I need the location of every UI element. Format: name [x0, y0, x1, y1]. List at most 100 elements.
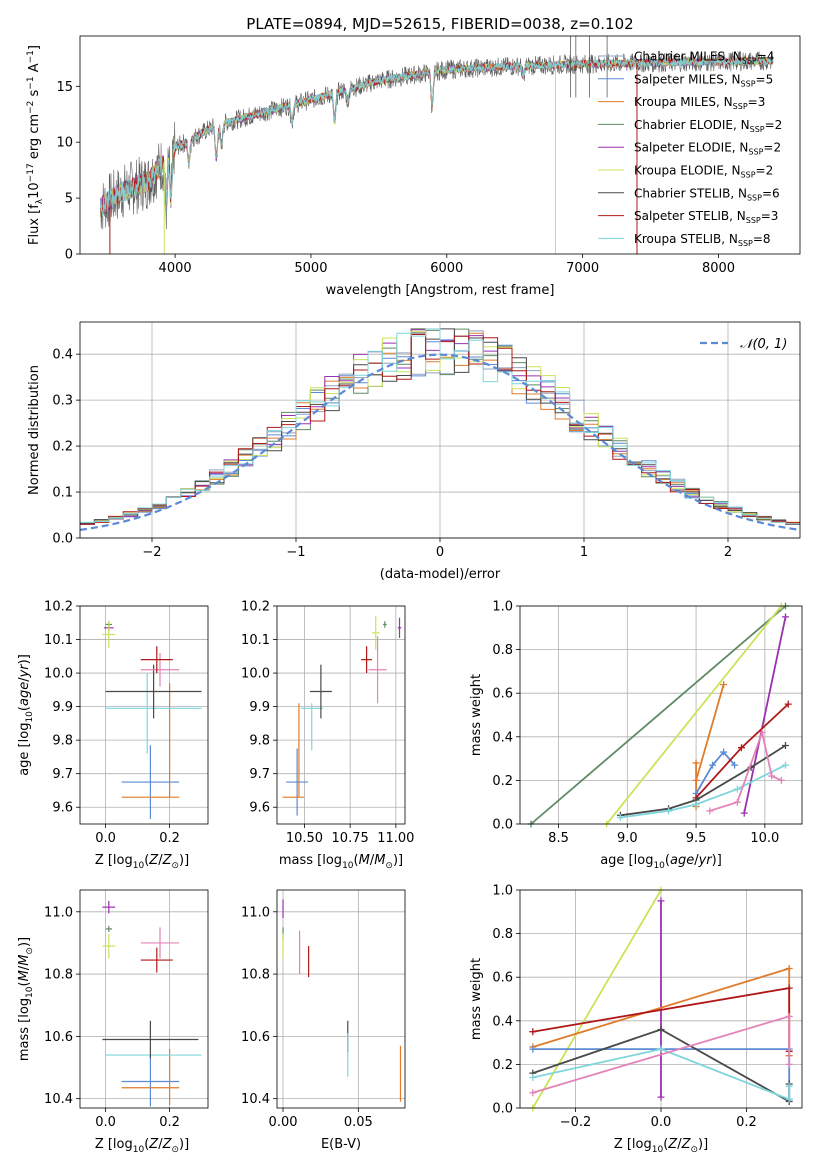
weight-vs-age-frame [519, 605, 803, 825]
y-tick-label: 9.8 [52, 734, 73, 749]
weight-marker-2-1 [781, 613, 789, 621]
x-tick-label: 11.00 [377, 831, 414, 846]
mass-vs-ebv-panel: 0.00 0.05 10.4 10.6 10.8 11.0 E(B-V) [241, 889, 406, 1152]
weight-marker-7-4 [781, 761, 789, 769]
weight-vs-z-xlabel: Z [log10(Z/Z⊙)] [614, 1137, 708, 1155]
y-tick-label: 0.0 [492, 818, 513, 833]
y-tick-label: 9.6 [249, 801, 270, 816]
mass-vs-z-panel: 0.0 0.2 10.4 10.6 10.8 11.0 Z [log10(Z/Z⊙)] m… [17, 889, 209, 1155]
y-tick-label: 5 [65, 192, 73, 207]
y-tick-label: 0.8 [492, 643, 513, 658]
x-tick-label: −1 [286, 545, 305, 560]
weight-marker-6-1 [657, 1045, 665, 1053]
legend-label-5: Kroupa ELODIE, NSSP=2 [634, 164, 773, 180]
weight-marker-6-2 [785, 1095, 793, 1103]
x-tick-label: 0.00 [269, 1115, 298, 1130]
weight-marker-3-0 [692, 759, 700, 767]
errorbar-points [282, 899, 402, 1102]
weight-vs-z-ylabel: mass weight [469, 958, 484, 1040]
weight-vs-age-ylabel: mass weight [469, 674, 484, 756]
ticks: 0.00 0.05 10.4 10.6 10.8 11.0 [241, 905, 373, 1130]
y-tick-label: 9.8 [249, 734, 270, 749]
weight-marker-8-4 [777, 776, 785, 784]
weight-line-4 [695, 750, 736, 794]
spectrum-lines [100, 36, 774, 254]
y-tick-label: 0.8 [492, 927, 513, 942]
weight-vs-age-panel: 8.5 9.0 9.5 10.0 0.0 0.2 0.4 0.6 0.8 1.0 age [log… [469, 600, 803, 871]
x-tick-label: 10.50 [286, 831, 323, 846]
x-tick-label: 0.0 [651, 1115, 672, 1130]
x-tick-label: 5000 [294, 261, 327, 276]
x-tick-label: 1 [580, 545, 588, 560]
x-tick-label: 6000 [430, 261, 463, 276]
weight-marker-7-2 [785, 1060, 793, 1068]
y-tick-label: 15 [56, 80, 73, 95]
x-tick-label: 0.0 [95, 1115, 116, 1130]
legend-label-6: Chabrier STELIB, NSSP=6 [634, 186, 780, 202]
residual-xlabel: (data-model)/error [380, 567, 501, 582]
weight-line-0 [532, 889, 662, 1109]
y-tick-label: 0 [65, 248, 73, 263]
y-tick-label: 10.6 [241, 1030, 270, 1045]
weight-marker-7-1 [785, 1012, 793, 1020]
legend-label-1: Salpeter MILES, NSSP=5 [634, 72, 773, 88]
weight-marker-3-0 [529, 1028, 537, 1036]
weight-marker-8-2 [758, 728, 766, 736]
x-tick-label: 10.0 [750, 831, 779, 846]
legend-label-3: Chabrier ELODIE, NSSP=2 [634, 118, 782, 134]
mass-vs-z-xlabel: Z [log10(Z/Z⊙)] [95, 1137, 189, 1155]
weight-marker-4-0 [529, 1045, 537, 1053]
y-tick-label: 9.6 [52, 801, 73, 816]
weight-marker-8-1 [733, 798, 741, 806]
weight-marker-4-3 [731, 761, 739, 769]
errorbar-points [102, 900, 202, 1107]
spectrum-series-8 [100, 56, 774, 217]
weight-marker-4-1 [709, 761, 717, 769]
x-tick-label: 0.2 [159, 1115, 180, 1130]
ticks: −0.2 0.0 0.2 0.0 0.2 0.4 0.6 0.8 1.0 [492, 884, 756, 1131]
weight-marker-7-0 [529, 1089, 537, 1097]
weight-marker-7-3 [733, 785, 741, 793]
y-tick-label: 10.4 [241, 1092, 270, 1107]
ticks: 8.5 9.0 9.5 10.0 0.0 0.2 0.4 0.6 0.8 1.0 [492, 600, 779, 847]
y-tick-label: 10.8 [44, 968, 73, 983]
age-vs-z-ylabel: age [log10(age/yr)] [17, 654, 35, 776]
weight-marker-8-3 [768, 772, 776, 780]
weight-line-1 [605, 605, 783, 825]
weight-marker-6-0 [529, 1073, 537, 1081]
x-tick-label: 4000 [159, 261, 192, 276]
y-tick-label: 10.6 [44, 1030, 73, 1045]
residual-legend: 𝒩(0, 1) [700, 337, 787, 352]
x-tick-label: 0.2 [736, 1115, 757, 1130]
weight-marker-5-1 [737, 744, 745, 752]
x-tick-label: 9.0 [617, 831, 638, 846]
ticks: 0.0 0.2 9.6 9.7 9.8 9.9 10.0 10.1 10.2 [44, 600, 180, 847]
y-tick-label: 10.1 [44, 633, 73, 648]
weight-line-2 [743, 616, 787, 814]
weight-marker-1-0 [657, 1093, 665, 1101]
y-tick-label: 9.9 [249, 700, 270, 715]
x-tick-label: 10.75 [332, 831, 369, 846]
weight-marker-3-1 [785, 984, 793, 992]
y-tick-label: 11.0 [241, 905, 270, 920]
weight-marker-6-4 [781, 742, 789, 750]
x-tick-label: −0.2 [560, 1115, 592, 1130]
y-tick-label: 0.1 [52, 486, 73, 501]
residual-ylabel: Normed distribution [27, 365, 42, 495]
y-tick-label: 10.0 [44, 667, 73, 682]
errorbar-points [282, 616, 402, 816]
mass-vs-z-frame [79, 889, 209, 1109]
y-tick-label: 0.2 [492, 1058, 513, 1073]
y-tick-label: 10.4 [44, 1092, 73, 1107]
y-tick-label: 1.0 [492, 884, 513, 899]
y-tick-label: 10.2 [44, 600, 73, 615]
y-tick-label: 10 [56, 136, 73, 151]
weight-line-6 [532, 1048, 791, 1101]
mass-vs-ebv-xlabel: E(B-V) [321, 1137, 361, 1152]
y-tick-label: 9.9 [52, 700, 73, 715]
ticks: 10.50 10.75 11.00 9.6 9.7 9.8 9.9 10.0 10.1 10.2 [241, 600, 414, 847]
weight-marker-5-2 [784, 700, 792, 708]
weight-marker-6-3 [785, 1082, 793, 1090]
weight-marker-1-1 [657, 897, 665, 905]
legend-label-4: Salpeter ELODIE, NSSP=2 [634, 141, 781, 157]
